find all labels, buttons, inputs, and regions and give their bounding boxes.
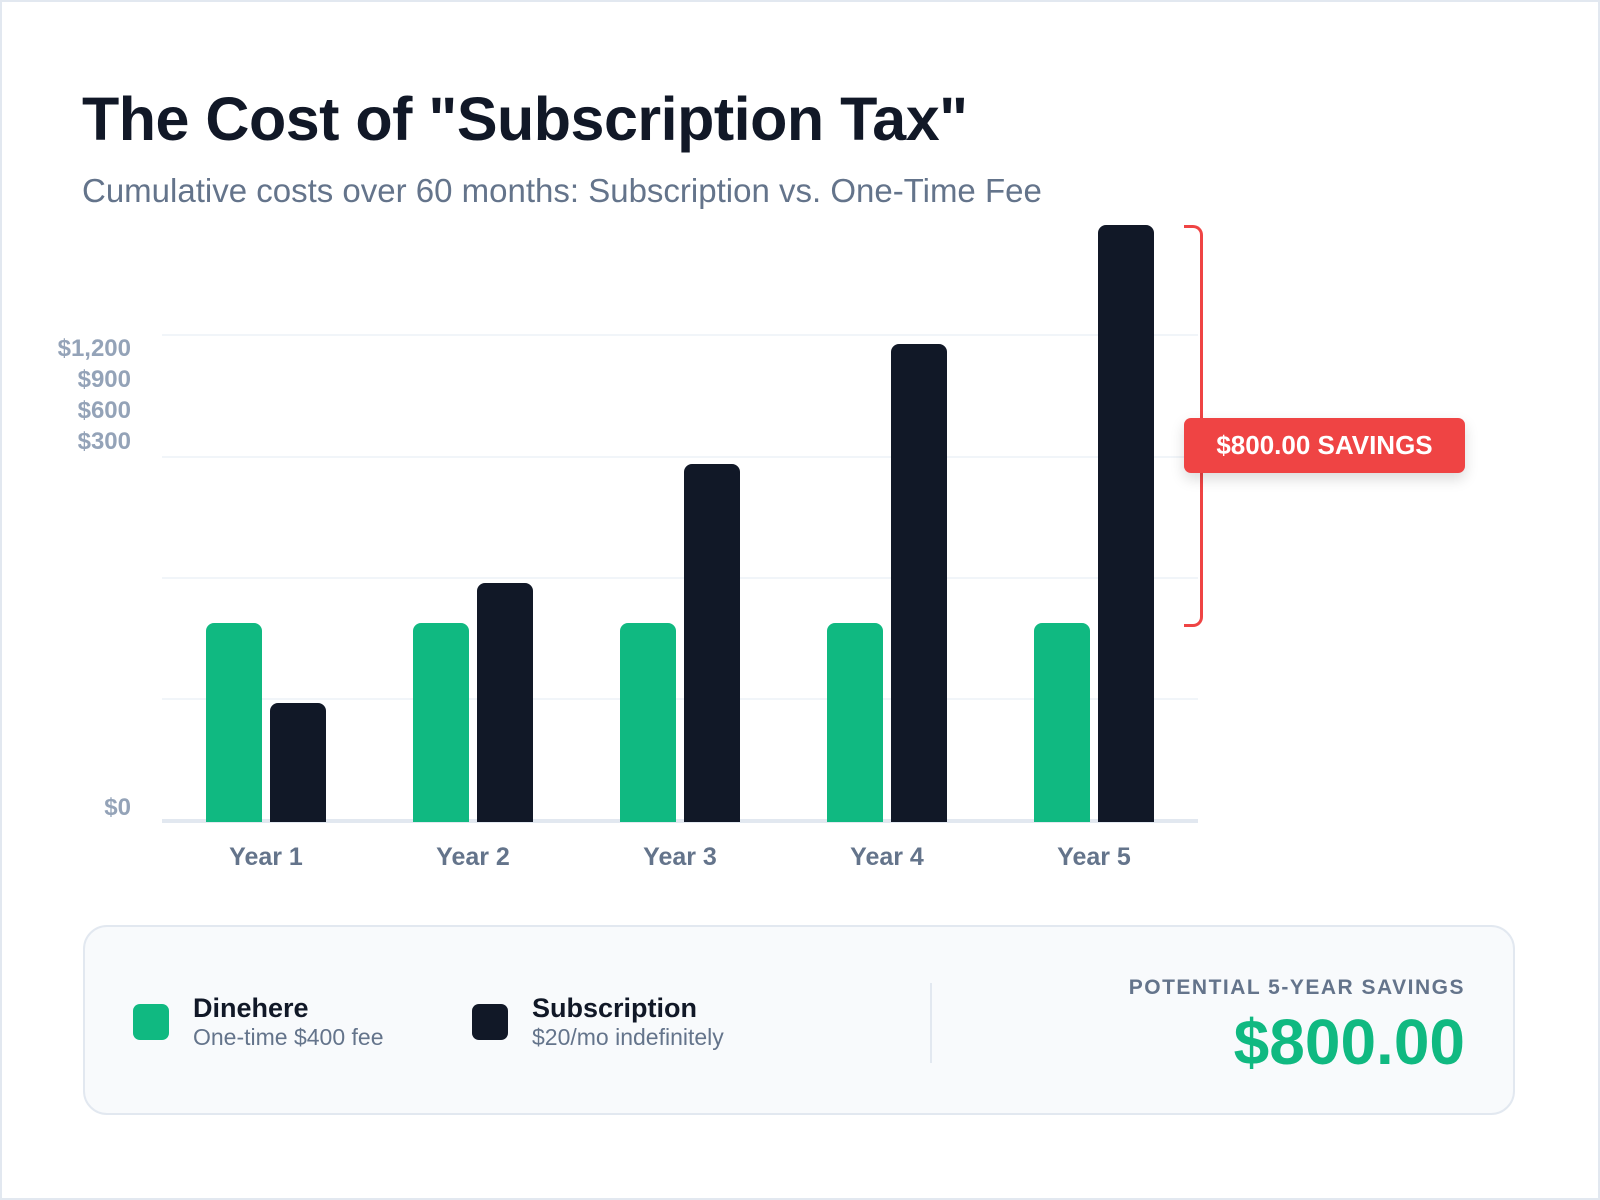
savings-badge: $800.00 SAVINGS [1184,418,1465,473]
chart-subtitle: Cumulative costs over 60 months: Subscri… [82,172,1042,209]
chart-title: The Cost of "Subscription Tax" [82,85,968,153]
bar-subscription-1 [270,703,326,822]
bar-subscription-3 [684,464,740,822]
bar-subscription-5 [1098,225,1154,822]
card-divider [930,983,932,1063]
gridline [162,577,1198,579]
y-tick-label: $300 [77,428,131,455]
legend-card: Dinehere One-time $400 fee Subscription … [83,925,1515,1115]
legend-item-subscription: Subscription $20/mo indefinitely [472,927,724,1117]
y-tick-label: $600 [77,397,131,424]
x-tick-label: Year 3 [643,843,717,871]
bar-dinehere-1 [206,623,262,822]
bar-dinehere-5 [1034,623,1090,822]
bar-subscription-4 [891,344,947,822]
green-swatch-icon [133,1004,169,1040]
savings-value: $800.00 [1233,1006,1465,1078]
gridline [162,334,1198,336]
legend-desc: $20/mo indefinitely [532,1024,724,1050]
dark-swatch-icon [472,1004,508,1040]
x-tick-label: Year 1 [229,843,303,871]
bar-subscription-2 [477,583,533,822]
legend-item-dinehere: Dinehere One-time $400 fee [133,927,384,1117]
legend-name: Dinehere [193,993,309,1023]
x-axis-line [162,819,1198,823]
gridline [162,456,1198,458]
savings-label: POTENTIAL 5-YEAR SAVINGS [1128,976,1465,999]
y-tick-label: $1,200 [57,335,131,362]
legend-name: Subscription [532,993,698,1023]
x-tick-label: Year 4 [850,843,924,871]
x-tick-label: Year 5 [1057,843,1131,871]
bar-dinehere-3 [620,623,676,822]
y-tick-label: $0 [104,794,131,821]
bar-dinehere-2 [413,623,469,822]
x-tick-label: Year 2 [436,843,510,871]
bar-dinehere-4 [827,623,883,822]
legend-desc: One-time $400 fee [193,1024,384,1050]
y-tick-label: $900 [77,366,131,393]
gridline [162,698,1198,700]
